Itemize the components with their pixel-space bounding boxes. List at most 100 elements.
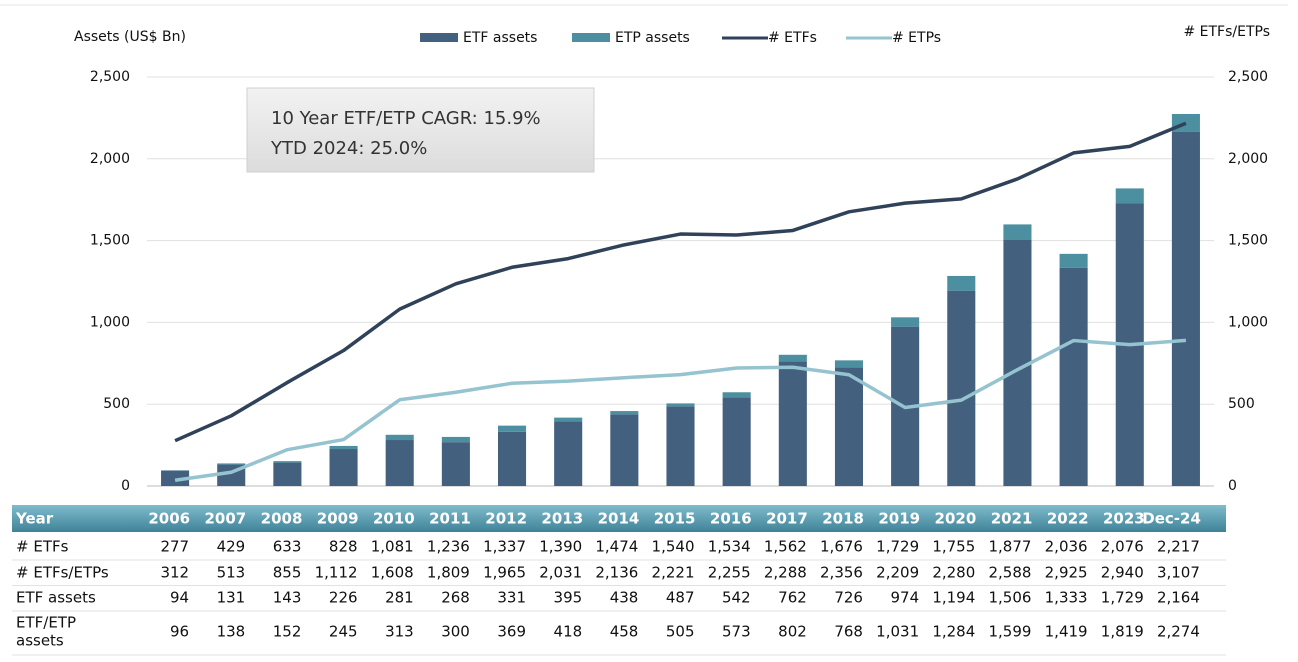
table-cell: 2,221 [652,564,695,582]
table-header-cell: 2018 [822,510,864,528]
table-cell: 1,965 [483,564,526,582]
table-header-cell: 2020 [935,510,977,528]
table-cell: 1,081 [371,538,414,556]
y2-tick-label: 500 [1228,396,1255,412]
bar [610,411,639,415]
table-cell: 245 [329,623,358,641]
bar [497,431,527,486]
bar [1059,267,1088,486]
table-cell: 1,540 [652,538,695,556]
bar [891,317,920,327]
bar [834,360,864,368]
table-cell: 1,809 [427,564,470,582]
table-cell: 1,419 [1045,623,1088,641]
table-cell: 542 [722,589,751,607]
table-cell: 2,288 [764,564,807,582]
table-cell: 1,608 [371,564,414,582]
table-header-cell: 2022 [1047,510,1089,528]
y2-axis-title: # ETFs/ETPs [1183,24,1270,40]
bar [1003,239,1032,486]
bar [778,361,807,486]
bar [441,436,470,443]
legend-swatch [420,33,458,42]
table-header-cell: 2014 [598,510,640,528]
y2-tick-label: 2,000 [1228,151,1268,167]
table-header-cell: 2016 [710,510,752,528]
table-cell: 1,284 [932,623,975,641]
bar [554,421,583,486]
table-header-cell: 2019 [878,510,920,528]
table-header-cell: Dec-24 [1142,510,1201,528]
table-cell: 1,236 [427,538,470,556]
legend-label: ETF assets [463,30,537,46]
table-cell: 1,562 [764,538,807,556]
table-header-cell: 2010 [373,510,415,528]
bar [947,290,976,486]
legend-label: ETP assets [615,30,690,46]
table-header-label: Year [15,510,54,528]
table-cell: 726 [834,589,863,607]
line [174,121,1187,443]
bar [273,462,302,486]
table-cell: 487 [666,589,695,607]
table-cell: 331 [497,589,526,607]
annotation-box [246,87,595,173]
table-cell: 2,255 [708,564,751,582]
table-cell: 2,036 [1045,538,1088,556]
table-cell: 2,588 [988,564,1031,582]
bar [497,425,527,432]
table-cell: 2,274 [1157,623,1200,641]
table-cell: 1,506 [988,589,1031,607]
table-cell: 458 [610,623,639,641]
y-tick-label: 2,500 [90,69,130,85]
table-header-cell: 2011 [429,510,471,528]
table-cell: 828 [329,538,358,556]
table-cell: 138 [217,623,246,641]
y2-tick-label: 2,500 [1228,69,1268,85]
table-cell: 1,729 [876,538,919,556]
table-cell: 1,599 [988,623,1031,641]
y-tick-label: 2,000 [90,151,130,167]
table-cell: 2,925 [1045,564,1088,582]
bar [778,354,807,362]
table-cell: 1,337 [483,538,526,556]
bar [1171,131,1200,486]
table-cell: 505 [666,623,695,641]
y2-tick-label: 1,500 [1228,233,1268,249]
table-cell: 1,390 [539,538,582,556]
table-cell: 974 [890,589,919,607]
table-cell: 1,755 [932,538,975,556]
table-cell: 855 [273,564,302,582]
bar [385,440,414,486]
table-cell: 1,819 [1101,623,1144,641]
table-cell: 762 [778,589,807,607]
table-cell: 802 [778,623,807,641]
bar [666,403,695,407]
table-cell: 300 [441,623,470,641]
legend-swatch [572,33,610,42]
y2-tick-label: 1,000 [1228,314,1268,330]
table-cell: 2,164 [1157,589,1200,607]
table-cell: 2,217 [1157,538,1200,556]
y-axis-title: Assets (US$ Bn) [74,29,186,45]
table-cell: 1,534 [708,538,751,556]
y2-tick-label: 0 [1228,478,1237,494]
table-cell: 3,107 [1157,564,1200,582]
bar [834,367,864,486]
row-label: ETF/ETP [16,614,76,632]
table-cell: 1,194 [932,589,975,607]
table-cell: 2,136 [595,564,638,582]
bar [385,434,414,441]
bar [1003,224,1032,240]
table-cell: 152 [273,623,302,641]
bar [666,406,695,486]
table-cell: 96 [170,623,189,641]
table-cell: 143 [273,589,302,607]
table-cell: 369 [497,623,526,641]
table-header-cell: 2007 [204,510,246,528]
annotation: YTD 2024: 25.0% [270,138,427,159]
table-cell: 2,076 [1101,538,1144,556]
y-tick-label: 1,000 [90,314,130,330]
table-cell: 418 [554,623,583,641]
